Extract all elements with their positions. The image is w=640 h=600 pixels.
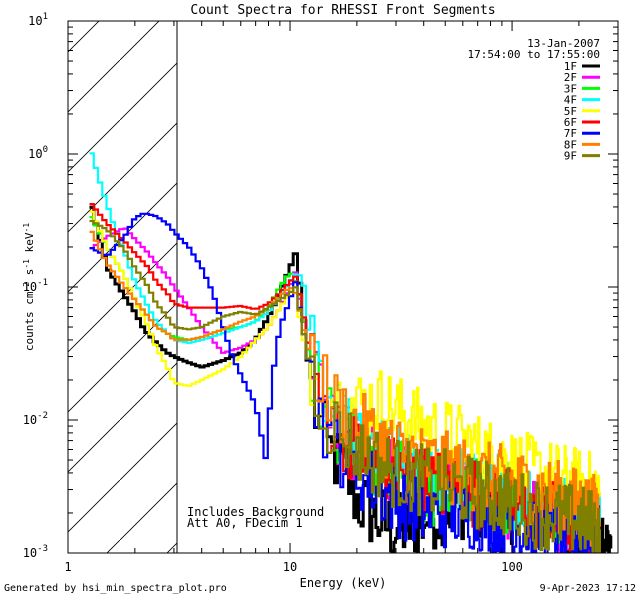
generated-by: Generated by hsi_min_spectra_plot.pro: [4, 583, 227, 594]
generated-timestamp: 9-Apr-2023 17:12: [539, 583, 636, 594]
legend-label-1F: 1F: [564, 60, 577, 73]
y-axis-label: counts cm-2 s-1 keV-1: [22, 223, 36, 351]
annotation-background: Includes Background: [187, 505, 324, 519]
observation-date: 13-Jan-2007: [527, 37, 600, 50]
legend-label-4F: 4F: [564, 94, 577, 107]
chart-title: Count Spectra for RHESSI Front Segments: [190, 3, 495, 18]
series-line-9F: [89, 219, 601, 553]
legend-label-7F: 7F: [564, 127, 577, 140]
legend-label-2F: 2F: [564, 71, 577, 84]
legend-label-3F: 3F: [564, 82, 577, 95]
y-tick-label: 10-3: [23, 544, 48, 560]
y-tick-label: 10-2: [23, 411, 48, 427]
x-tick-label: 1: [64, 560, 71, 574]
annotation-attenuator: Att A0, FDecim 1: [187, 516, 303, 530]
x-tick-label: 10: [283, 560, 297, 574]
y-tick-label: 100: [28, 145, 48, 161]
legend-label-9F: 9F: [564, 150, 577, 163]
observation-time-range: 17:54:00 to 17:55:00: [468, 48, 600, 61]
legend-label-5F: 5F: [564, 105, 577, 118]
x-axis-label: Energy (keV): [300, 576, 387, 590]
legend-label-8F: 8F: [564, 138, 577, 151]
legend-label-6F: 6F: [564, 116, 577, 129]
y-tick-label: 101: [28, 12, 48, 28]
x-tick-label: 100: [501, 560, 523, 574]
